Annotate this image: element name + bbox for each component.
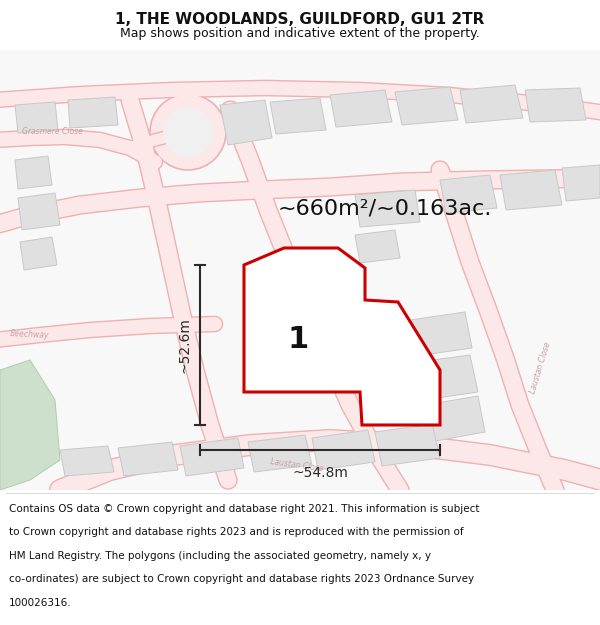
Polygon shape bbox=[248, 435, 312, 472]
Polygon shape bbox=[118, 442, 178, 476]
Text: to Crown copyright and database rights 2023 and is reproduced with the permissio: to Crown copyright and database rights 2… bbox=[9, 527, 464, 537]
Polygon shape bbox=[460, 85, 523, 123]
Text: Beechway: Beechway bbox=[10, 329, 50, 341]
Text: Laustan Close: Laustan Close bbox=[270, 457, 324, 473]
Circle shape bbox=[150, 94, 226, 170]
Text: ~52.6m: ~52.6m bbox=[177, 317, 191, 373]
Polygon shape bbox=[18, 193, 60, 230]
Text: ~660m²/~0.163ac.: ~660m²/~0.163ac. bbox=[278, 198, 492, 218]
Polygon shape bbox=[244, 248, 440, 425]
Text: 1, THE WOODLANDS, GUILDFORD, GU1 2TR: 1, THE WOODLANDS, GUILDFORD, GU1 2TR bbox=[115, 12, 485, 28]
Polygon shape bbox=[425, 396, 485, 442]
Polygon shape bbox=[500, 170, 562, 210]
Text: Grasmere Close: Grasmere Close bbox=[22, 127, 83, 136]
Polygon shape bbox=[0, 50, 600, 490]
Polygon shape bbox=[60, 446, 114, 476]
Polygon shape bbox=[68, 97, 118, 128]
Polygon shape bbox=[355, 230, 400, 263]
Polygon shape bbox=[410, 312, 472, 356]
Polygon shape bbox=[525, 88, 586, 122]
Text: 100026316.: 100026316. bbox=[9, 598, 71, 608]
Polygon shape bbox=[375, 424, 440, 466]
Text: Laustan Close: Laustan Close bbox=[528, 341, 552, 395]
Text: 1: 1 bbox=[287, 326, 308, 354]
Polygon shape bbox=[562, 165, 600, 201]
Polygon shape bbox=[312, 430, 375, 470]
Polygon shape bbox=[0, 360, 60, 490]
Polygon shape bbox=[220, 100, 272, 145]
Polygon shape bbox=[180, 438, 244, 476]
Polygon shape bbox=[15, 102, 58, 133]
Text: Map shows position and indicative extent of the property.: Map shows position and indicative extent… bbox=[120, 27, 480, 40]
Polygon shape bbox=[330, 90, 392, 127]
Text: Contains OS data © Crown copyright and database right 2021. This information is : Contains OS data © Crown copyright and d… bbox=[9, 504, 479, 514]
Polygon shape bbox=[20, 237, 57, 270]
Polygon shape bbox=[395, 87, 458, 125]
Polygon shape bbox=[270, 98, 326, 134]
Text: co-ordinates) are subject to Crown copyright and database rights 2023 Ordnance S: co-ordinates) are subject to Crown copyr… bbox=[9, 574, 474, 584]
Polygon shape bbox=[355, 190, 420, 227]
Text: ~54.8m: ~54.8m bbox=[292, 466, 348, 480]
Polygon shape bbox=[418, 355, 478, 400]
Text: HM Land Registry. The polygons (including the associated geometry, namely x, y: HM Land Registry. The polygons (includin… bbox=[9, 551, 431, 561]
Circle shape bbox=[163, 107, 213, 157]
Polygon shape bbox=[440, 175, 497, 213]
Polygon shape bbox=[15, 156, 52, 189]
